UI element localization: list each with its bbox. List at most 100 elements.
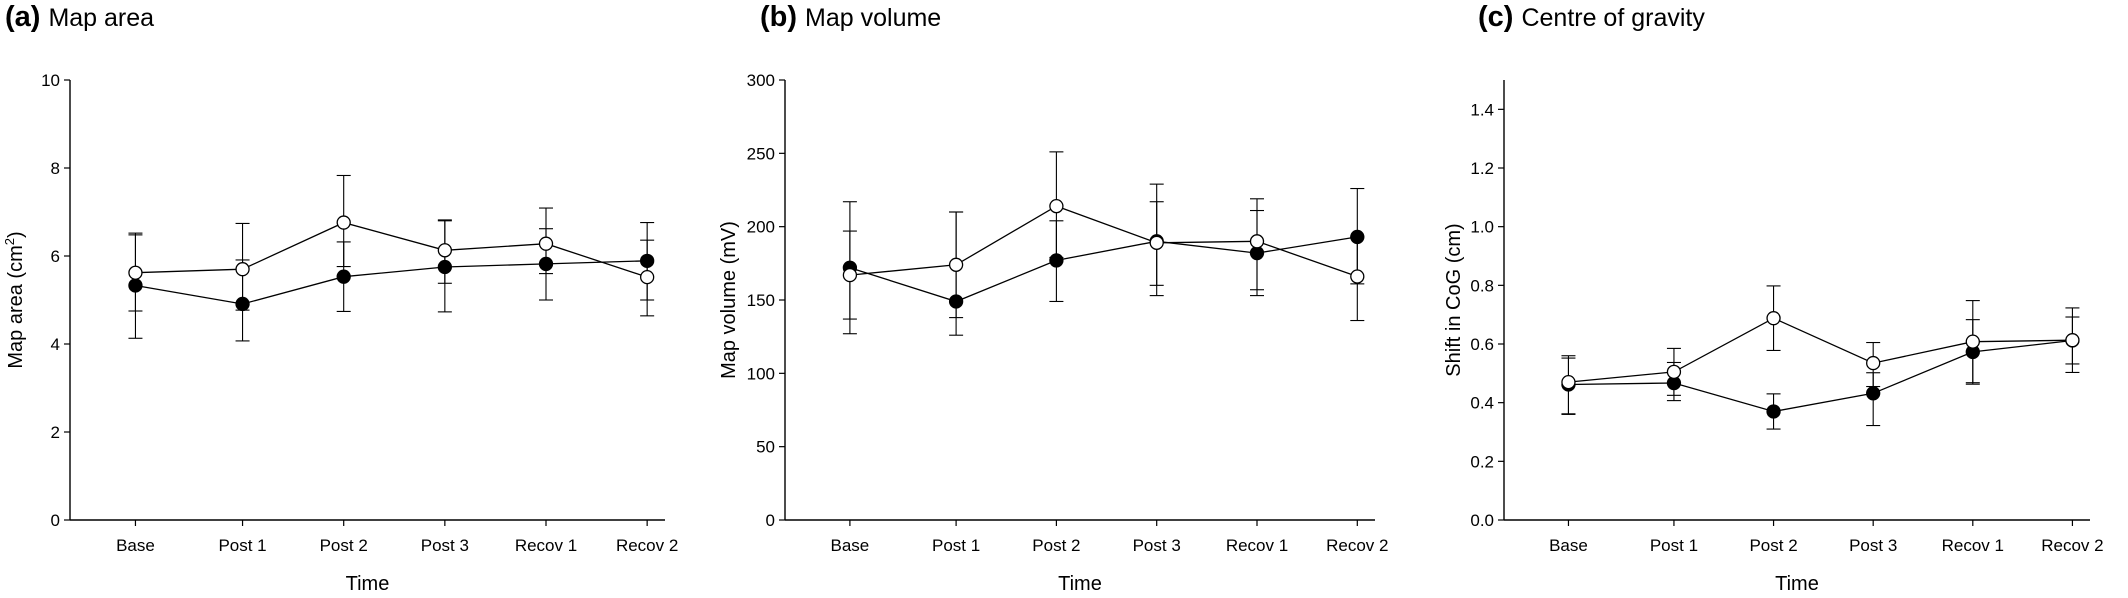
- x-tick-label: Recov 2: [1326, 536, 1388, 555]
- x-tick-label: Post 3: [1849, 536, 1897, 555]
- panel-title-text: Centre of gravity: [1521, 4, 1705, 32]
- data-point-open: [842, 267, 858, 283]
- x-tick-label: Recov 1: [1226, 536, 1288, 555]
- x-tick-label: Post 3: [1133, 536, 1181, 555]
- y-tick-label: 0.2: [1470, 452, 1494, 471]
- y-tick-label: 0.8: [1470, 276, 1494, 295]
- data-point-open: [235, 262, 250, 277]
- data-point-filled: [437, 259, 453, 275]
- data-point-open: [2065, 333, 2080, 348]
- series-line: [849, 236, 1358, 303]
- y-axis-label: Shift in CoG (cm): [1443, 223, 1465, 376]
- y-axis-label-end: ): [5, 231, 27, 238]
- data-point-filled: [128, 278, 143, 293]
- data-point-filled: [235, 296, 250, 312]
- y-tick-label: 50: [756, 438, 775, 457]
- series-open: [128, 174, 655, 317]
- y-tick-label: 4: [51, 335, 60, 354]
- data-point-open: [1249, 234, 1265, 249]
- data-point-filled: [336, 269, 351, 284]
- x-tick-label: Base: [831, 536, 870, 555]
- series-line: [1568, 339, 2073, 413]
- y-axis-label: Map area (cm2): [2, 231, 27, 368]
- series-filled: [128, 220, 655, 342]
- data-point-filled: [1766, 404, 1781, 419]
- series-filled: [842, 183, 1365, 336]
- series-line: [849, 205, 1358, 278]
- data-point-open: [1350, 269, 1365, 284]
- data-point-open: [1149, 235, 1164, 250]
- data-point-open: [1561, 374, 1576, 390]
- x-axis-label: Time: [1058, 573, 1102, 595]
- series-line: [1568, 317, 2073, 383]
- data-point-open: [1049, 198, 1064, 214]
- data-point-open: [1866, 355, 1881, 371]
- data-point-filled: [948, 294, 964, 309]
- y-tick-label: 1.2: [1470, 159, 1494, 178]
- x-tick-label: Post 1: [1650, 536, 1698, 555]
- panel-title: (c) Centre of gravity: [1478, 1, 1705, 33]
- x-tick-label: Post 2: [1032, 536, 1080, 555]
- panel-title-text: Map area: [48, 4, 154, 32]
- data-point-open: [948, 257, 964, 272]
- series-line: [135, 221, 648, 278]
- y-tick-label: 0.6: [1470, 335, 1494, 354]
- series-filled: [1561, 316, 2080, 430]
- x-tick-label: Post 2: [320, 536, 368, 555]
- panel-2: (b) Map volume 0 50 100 150 200 250 300 Base Post …: [718, 1, 1388, 595]
- x-tick-label: Recov 2: [2041, 536, 2103, 555]
- data-point-open: [1666, 364, 1682, 380]
- x-tick-label: Post 1: [932, 536, 980, 555]
- series-line: [135, 260, 648, 305]
- y-tick-label: 300: [747, 71, 775, 90]
- x-tick-label: Recov 2: [616, 536, 678, 555]
- data-point-open: [640, 269, 655, 285]
- data-point-filled: [1350, 229, 1365, 245]
- data-point-filled: [1866, 386, 1881, 401]
- y-axis-label-superscript: 2: [2, 238, 17, 245]
- x-tick-label: Post 3: [421, 536, 469, 555]
- y-axis-label-text: Map area (cm: [5, 245, 27, 368]
- panel-title: (a) Map area: [5, 1, 154, 33]
- y-tick-label: 200: [747, 218, 775, 237]
- y-axis-label-text: Map volume (mV): [718, 221, 740, 379]
- data-point-filled: [1249, 245, 1265, 261]
- x-tick-label: Base: [116, 536, 155, 555]
- y-tick-label: 100: [747, 364, 775, 383]
- y-axis-label: Map volume (mV): [718, 221, 740, 379]
- series-open: [842, 151, 1365, 322]
- x-tick-label: Recov 1: [515, 536, 577, 555]
- y-tick-label: 2: [51, 423, 60, 442]
- data-point-open: [437, 243, 453, 258]
- series-open: [1561, 285, 2080, 415]
- x-tick-label: Post 1: [218, 536, 266, 555]
- panel-letter: (b): [760, 1, 797, 33]
- x-tick-label: Post 2: [1749, 536, 1797, 555]
- panel-title-text: Map volume: [805, 4, 941, 32]
- data-point-filled: [1049, 253, 1064, 268]
- x-axis-label: Time: [346, 573, 390, 595]
- data-point-open: [1766, 311, 1781, 326]
- data-point-filled: [640, 253, 655, 268]
- y-tick-label: 150: [747, 291, 775, 310]
- panel-title: (b) Map volume: [760, 1, 941, 33]
- x-tick-label: Recov 1: [1942, 536, 2004, 555]
- y-tick-label: 0.4: [1470, 394, 1494, 413]
- y-tick-label: 250: [747, 144, 775, 163]
- data-point-open: [538, 236, 554, 251]
- y-axis-label-text: Shift in CoG (cm): [1443, 223, 1465, 376]
- y-tick-label: 8: [51, 159, 60, 178]
- y-tick-label: 0: [51, 511, 60, 530]
- y-tick-label: 1.4: [1470, 100, 1494, 119]
- panel-letter: (a): [5, 1, 40, 33]
- data-point-open: [336, 215, 351, 230]
- data-point-open: [1965, 334, 1980, 349]
- x-axis-label: Time: [1775, 573, 1819, 595]
- x-tick-label: Base: [1549, 536, 1588, 555]
- panel-1: (a) Map area 0 2 4 6 8 10 Base Post 1 Post 2 Post 3…: [2, 1, 678, 595]
- y-tick-label: 1.0: [1470, 218, 1494, 237]
- y-tick-label: 10: [41, 71, 60, 90]
- y-tick-label: 0.0: [1470, 511, 1494, 530]
- data-point-filled: [538, 256, 554, 272]
